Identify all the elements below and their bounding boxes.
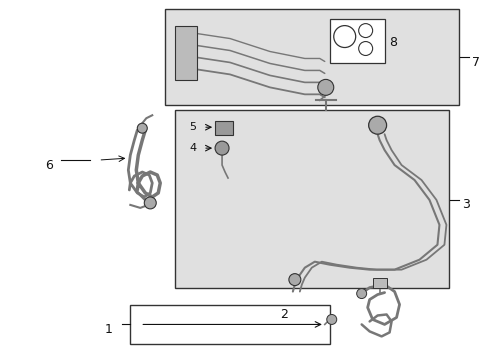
Circle shape: [357, 289, 367, 298]
Text: 3: 3: [463, 198, 470, 211]
Circle shape: [318, 80, 334, 95]
Circle shape: [327, 315, 337, 324]
Text: 5: 5: [189, 122, 196, 132]
Text: 8: 8: [390, 36, 397, 49]
Text: 2: 2: [280, 308, 288, 321]
Circle shape: [137, 123, 147, 133]
Bar: [372, 278, 387, 288]
Bar: [330, 19, 385, 63]
Circle shape: [289, 274, 301, 285]
Bar: [215, 121, 233, 135]
Bar: [175, 26, 197, 80]
Circle shape: [144, 197, 156, 209]
Text: 4: 4: [189, 143, 196, 153]
Circle shape: [215, 141, 229, 155]
Text: 6: 6: [46, 158, 53, 172]
Circle shape: [368, 116, 387, 134]
Text: 1: 1: [104, 323, 112, 336]
Bar: [175, 110, 449, 288]
Bar: [130, 305, 330, 345]
Text: 7: 7: [472, 56, 480, 69]
Bar: [165, 9, 460, 105]
